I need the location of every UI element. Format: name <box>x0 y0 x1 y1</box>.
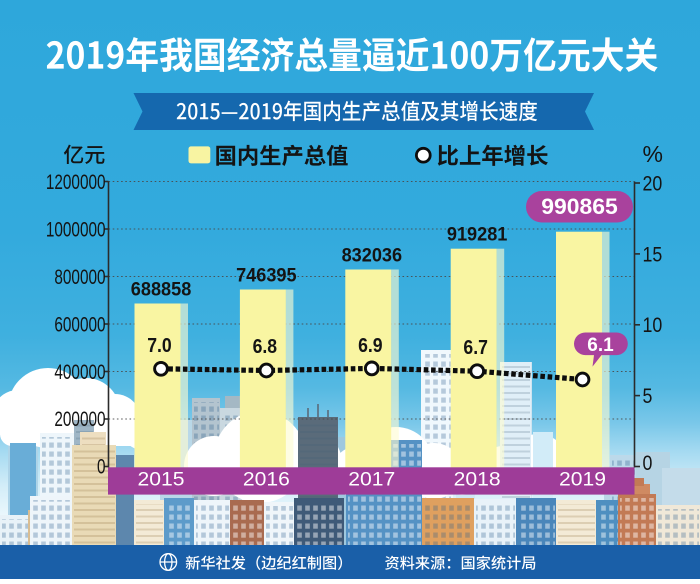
svg-text:20: 20 <box>643 171 663 195</box>
svg-text:2015: 2015 <box>138 469 185 491</box>
svg-text:6.9: 6.9 <box>358 335 383 357</box>
svg-text:7.0: 7.0 <box>147 335 172 357</box>
svg-text:1200000: 1200000 <box>46 170 106 194</box>
svg-text:%: % <box>643 141 663 167</box>
svg-text:800000: 800000 <box>54 265 105 289</box>
svg-text:600000: 600000 <box>54 312 105 336</box>
svg-text:2016: 2016 <box>243 469 290 491</box>
svg-text:832036: 832036 <box>342 245 403 267</box>
svg-text:400000: 400000 <box>54 360 105 384</box>
svg-text:919281: 919281 <box>447 224 508 246</box>
svg-text:10: 10 <box>643 313 663 337</box>
svg-text:0: 0 <box>643 451 653 475</box>
svg-text:15: 15 <box>643 242 663 266</box>
svg-text:1000000: 1000000 <box>46 217 106 241</box>
svg-text:200000: 200000 <box>54 407 105 431</box>
svg-text:6.1: 6.1 <box>587 335 614 356</box>
svg-text:688858: 688858 <box>131 279 192 301</box>
svg-text:990865: 990865 <box>541 194 618 219</box>
svg-text:746395: 746395 <box>236 265 297 287</box>
svg-text:2018: 2018 <box>454 469 501 491</box>
svg-text:5: 5 <box>643 384 653 408</box>
svg-text:6.7: 6.7 <box>463 337 488 359</box>
svg-text:2019: 2019 <box>559 469 606 491</box>
svg-text:6.8: 6.8 <box>253 336 278 358</box>
svg-text:2017: 2017 <box>348 469 395 491</box>
svg-text:0: 0 <box>97 454 106 478</box>
